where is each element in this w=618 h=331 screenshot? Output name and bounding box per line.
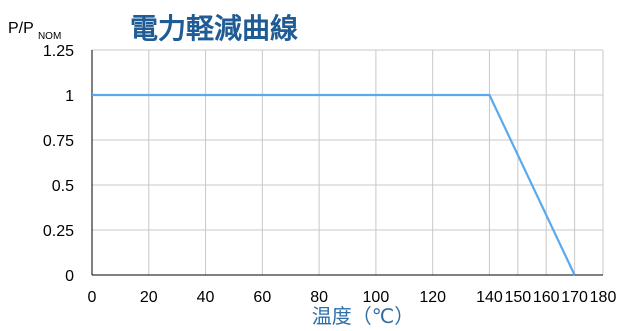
x-tick-label: 80 — [310, 289, 328, 306]
x-tick-label: 140 — [476, 289, 503, 306]
y-tick-label: 0 — [65, 268, 74, 285]
y-tick-label: 0.75 — [43, 133, 74, 150]
tick-layer: 0 0.25 0.5 0.75 1 1.25 0 20 40 60 80 100 120 140 150 16… — [43, 43, 617, 306]
y-tick-label: 1 — [65, 88, 74, 105]
x-tick-label: 0 — [88, 289, 97, 306]
x-axis-label: 温度（℃） — [312, 305, 414, 326]
derating-line — [92, 93, 576, 276]
x-tick-label: 60 — [253, 289, 271, 306]
series-layer — [92, 93, 576, 276]
x-tick-label: 180 — [590, 289, 617, 306]
x-tick-label: 150 — [504, 289, 531, 306]
y-tick-label: 0.25 — [43, 223, 74, 240]
y-tick-label: 0.5 — [52, 178, 74, 195]
x-tick-label: 40 — [197, 289, 215, 306]
x-tick-label: 160 — [533, 289, 560, 306]
y-tick-label: 1.25 — [43, 43, 74, 60]
grid-layer — [92, 49, 604, 275]
x-tick-label: 20 — [140, 289, 158, 306]
y-axis-label-main: P/P — [8, 20, 34, 37]
axis-layer — [91, 50, 603, 276]
x-tick-label: 120 — [419, 289, 446, 306]
y-axis-label: P/P NOM — [8, 20, 61, 42]
y-axis-label-sub: NOM — [38, 31, 61, 42]
x-tick-label: 170 — [561, 289, 588, 306]
x-tick-label: 100 — [363, 289, 390, 306]
chart-title: 電力軽減曲線 — [130, 12, 298, 44]
